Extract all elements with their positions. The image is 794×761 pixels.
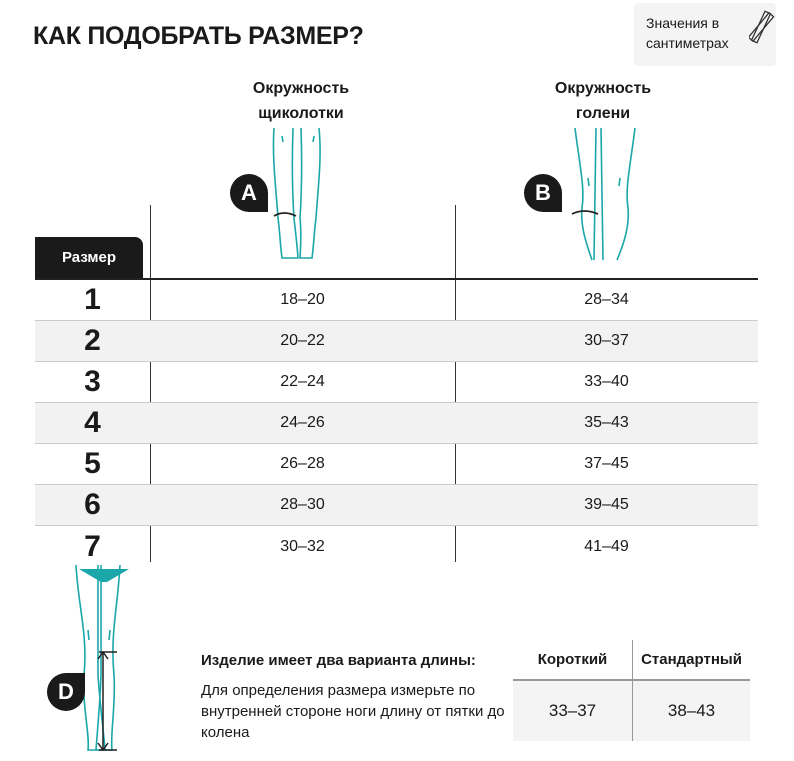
ankle-legs-illustration xyxy=(272,128,321,259)
length-table: Короткий Стандартный 33–37 38–43 xyxy=(513,640,750,741)
marker-a: A xyxy=(230,174,268,212)
units-line2: сантиметрах xyxy=(646,35,729,51)
size-value: 5 xyxy=(84,447,101,480)
calf-value: 28–34 xyxy=(584,291,629,308)
size-header: Размер xyxy=(35,237,143,278)
size-table: 1 18–20 28–34 2 20–22 30–37 3 22–24 33–40 4 24–… xyxy=(35,278,758,567)
units-note: Значения в сантиметрах xyxy=(634,3,776,66)
table-row: 6 28–30 39–45 xyxy=(35,485,758,526)
ankle-value: 28–30 xyxy=(280,496,325,513)
size-value: 7 xyxy=(84,529,101,563)
ruler-icon xyxy=(749,10,775,44)
calf-value: 41–49 xyxy=(584,537,629,555)
calf-value: 37–45 xyxy=(584,455,629,472)
header-standard: Стандартный xyxy=(641,651,742,668)
length-title: Изделие имеет два варианта длины: xyxy=(201,652,476,669)
header-line: голени xyxy=(575,105,631,122)
calf-legs-illustration xyxy=(571,128,636,261)
ankle-value: 30–32 xyxy=(280,537,325,555)
column-divider xyxy=(455,205,456,562)
table-row: 2 20–22 30–37 xyxy=(35,321,758,362)
size-value: 1 xyxy=(84,283,101,316)
calf-value: 33–40 xyxy=(584,373,629,390)
table-row: 7 30–32 41–49 xyxy=(35,526,758,567)
size-value: 2 xyxy=(84,324,101,357)
page-title: КАК ПОДОБРАТЬ РАЗМЕР? xyxy=(33,22,364,50)
table-row: 4 24–26 35–43 xyxy=(35,403,758,444)
calf-value: 39–45 xyxy=(584,496,629,513)
calf-value: 35–43 xyxy=(584,414,629,431)
length-table-row: 33–37 38–43 xyxy=(513,681,750,741)
size-value: 3 xyxy=(84,365,101,398)
value-short: 33–37 xyxy=(513,681,633,741)
marker-d: D xyxy=(47,673,85,711)
ankle-value: 18–20 xyxy=(280,291,325,308)
value-standard: 38–43 xyxy=(667,701,716,720)
ankle-value: 26–28 xyxy=(280,455,325,472)
size-value: 6 xyxy=(84,488,101,521)
ankle-value: 22–24 xyxy=(280,373,325,390)
header-line: Окружность xyxy=(252,80,350,97)
column-header-calf: Окружность голени xyxy=(503,76,703,126)
header-line: щиколотки xyxy=(258,105,344,122)
length-table-header: Короткий Стандартный xyxy=(513,640,750,681)
length-legs-illustration xyxy=(75,565,129,752)
ankle-value: 24–26 xyxy=(280,414,325,431)
units-line1: Значения в xyxy=(646,15,720,31)
length-description: Для определения размера измерьте по внут… xyxy=(201,682,505,741)
size-value: 4 xyxy=(84,406,101,439)
calf-value: 30–37 xyxy=(584,332,629,349)
table-row: 3 22–24 33–40 xyxy=(35,362,758,403)
column-header-ankle: Окружность щиколотки xyxy=(201,76,401,126)
table-row: 5 26–28 37–45 xyxy=(35,444,758,485)
marker-b: B xyxy=(524,174,562,212)
table-row: 1 18–20 28–34 xyxy=(35,280,758,321)
column-divider xyxy=(150,205,151,562)
header-short: Короткий xyxy=(513,640,633,679)
header-line: Окружность xyxy=(554,80,652,97)
ankle-value: 20–22 xyxy=(280,332,325,349)
